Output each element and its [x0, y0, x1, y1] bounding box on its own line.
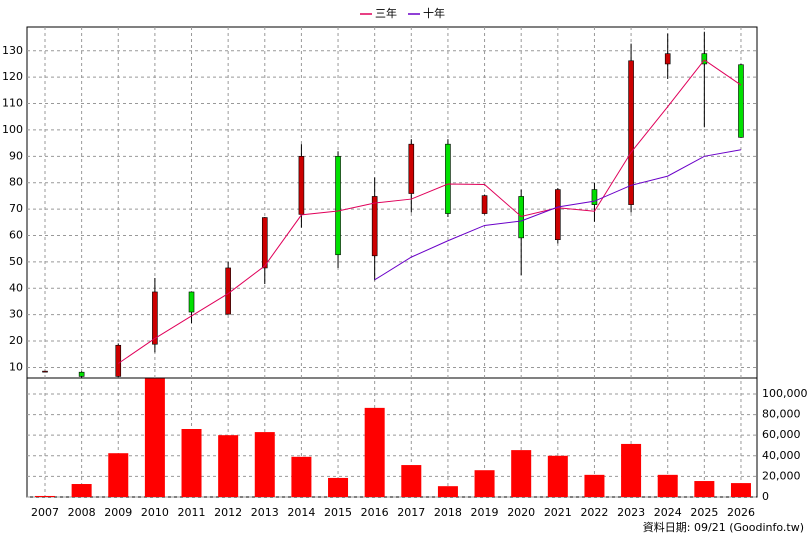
volume-bar	[657, 474, 678, 497]
candle-body	[261, 217, 268, 269]
y-tick-label: 40	[9, 281, 23, 294]
volume-bar	[621, 443, 642, 497]
candle-body	[335, 156, 341, 256]
legend-label: 三年	[375, 6, 397, 20]
volume-bar	[35, 495, 55, 497]
x-tick-label: 2026	[727, 506, 755, 519]
candle-body	[701, 53, 708, 65]
x-tick-label: 2016	[361, 506, 389, 519]
candle-body	[188, 291, 195, 313]
y-tick-label: 90	[9, 149, 23, 162]
y2-tick-label: 40,000	[762, 449, 801, 462]
y-tick-label: 120	[2, 70, 23, 83]
x-tick-label: 2010	[141, 506, 169, 519]
y-tick-label: 70	[9, 202, 23, 215]
ma-line	[117, 59, 742, 364]
candle-body	[518, 196, 524, 239]
x-tick-label: 2025	[690, 506, 718, 519]
y2-tick-label: 80,000	[762, 408, 801, 421]
candle-body	[115, 344, 122, 377]
x-tick-label: 2020	[507, 506, 535, 519]
volume-bar	[730, 483, 751, 497]
x-tick-label: 2009	[104, 506, 132, 519]
x-tick-label: 2008	[68, 506, 96, 519]
y-tick-label: 130	[2, 44, 23, 57]
candle-body	[481, 195, 488, 214]
candle-body	[371, 196, 378, 257]
candle-body	[738, 64, 744, 138]
volume-bar	[291, 456, 312, 497]
volume-bar	[71, 484, 92, 497]
y-tick-label: 110	[2, 97, 23, 110]
volume-bar	[437, 486, 458, 497]
volume-bar	[181, 429, 202, 497]
volume-bar	[511, 450, 532, 497]
y2-tick-label: 100,000	[762, 387, 808, 400]
x-tick-label: 2021	[544, 506, 572, 519]
candle-body	[298, 156, 305, 215]
volume-bar	[218, 435, 239, 497]
y-tick-label: 60	[9, 228, 23, 241]
y2-tick-label: 0	[762, 490, 769, 503]
candle-body	[445, 143, 451, 214]
y2-tick-label: 60,000	[762, 428, 801, 441]
x-tick-label: 2018	[434, 506, 462, 519]
volume-bar	[254, 432, 275, 497]
x-tick-label: 2012	[214, 506, 242, 519]
y-tick-label: 100	[2, 123, 23, 136]
candle-body	[225, 267, 231, 315]
volume-bar	[328, 477, 349, 497]
candle-body	[408, 143, 415, 194]
x-tick-label: 2022	[580, 506, 608, 519]
candle-body	[628, 60, 634, 205]
y-tick-label: 10	[9, 360, 23, 373]
volume-bar	[474, 470, 495, 497]
x-tick-label: 2017	[397, 506, 425, 519]
candle-body	[664, 53, 671, 65]
x-tick-label: 2019	[471, 506, 499, 519]
x-tick-label: 2014	[287, 506, 315, 519]
volume-bar	[694, 481, 715, 497]
legend-label: 十年	[423, 6, 445, 20]
y-tick-label: 20	[9, 334, 23, 347]
x-tick-label: 2011	[178, 506, 206, 519]
x-tick-label: 2015	[324, 506, 352, 519]
ma-line	[374, 149, 742, 281]
volume-bar	[401, 465, 422, 497]
volume-bar	[547, 455, 568, 497]
x-tick-label: 2007	[31, 506, 59, 519]
candle-body	[555, 189, 561, 241]
candle-body	[78, 371, 85, 377]
y-tick-label: 50	[9, 255, 23, 268]
y-tick-label: 30	[9, 308, 23, 321]
x-tick-label: 2023	[617, 506, 645, 519]
x-tick-label: 2024	[654, 506, 682, 519]
volume-bar	[364, 407, 385, 497]
candle-body	[591, 189, 598, 205]
y2-tick-label: 20,000	[762, 469, 801, 482]
source-note: 資料日期: 09/21 (Goodinfo.tw)	[643, 520, 804, 534]
x-tick-label: 2013	[251, 506, 279, 519]
volume-bar	[584, 474, 605, 497]
candle-body	[152, 291, 158, 345]
volume-bar	[108, 453, 129, 497]
candle-body	[42, 370, 48, 373]
y-tick-label: 80	[9, 176, 23, 189]
volume-bar	[144, 378, 165, 497]
